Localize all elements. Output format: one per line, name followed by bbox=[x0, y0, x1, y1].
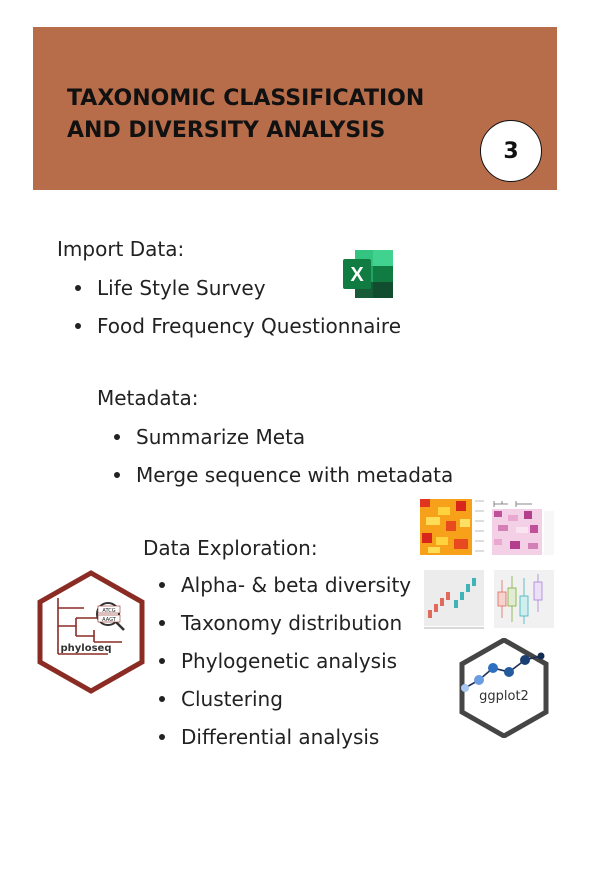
boxplot-thumbnail bbox=[488, 566, 556, 634]
svg-text:phyloseq: phyloseq bbox=[61, 643, 112, 654]
list-item: Taxonomy distribution bbox=[159, 611, 411, 649]
ggplot2-logo: ggplot2 bbox=[459, 637, 549, 739]
data-exploration-list: Alpha- & beta diversity Taxonomy distrib… bbox=[159, 573, 411, 763]
list-item: Alpha- & beta diversity bbox=[159, 573, 411, 611]
data-exploration-heading: Data Exploration: bbox=[143, 536, 318, 560]
svg-text:X: X bbox=[350, 264, 364, 286]
pink-heatmap-thumbnail bbox=[488, 497, 556, 559]
excel-icon: X bbox=[343, 250, 395, 298]
svg-text:ATCG: ATCG bbox=[102, 608, 115, 614]
svg-text:AAGT: AAGT bbox=[102, 617, 117, 623]
heatmap-thumbnail bbox=[418, 497, 486, 559]
list-item: Food Frequency Questionnaire bbox=[75, 314, 401, 352]
page-title: TAXONOMIC CLASSIFICATION AND DIVERSITY A… bbox=[67, 83, 424, 147]
import-data-list: Life Style Survey Food Frequency Questio… bbox=[75, 276, 401, 352]
step-number-badge: 3 bbox=[480, 120, 542, 182]
list-item: Phylogenetic analysis bbox=[159, 649, 411, 687]
svg-text:ggplot2: ggplot2 bbox=[479, 689, 529, 704]
metadata-heading: Metadata: bbox=[97, 386, 199, 410]
title-line-1: TAXONOMIC CLASSIFICATION bbox=[67, 86, 425, 111]
metadata-list: Summarize Meta Merge sequence with metad… bbox=[114, 425, 453, 501]
list-item: Summarize Meta bbox=[114, 425, 453, 463]
title-banner: TAXONOMIC CLASSIFICATION AND DIVERSITY A… bbox=[33, 27, 557, 190]
scatter-boxplot-thumbnail bbox=[418, 566, 486, 634]
list-item: Clustering bbox=[159, 687, 411, 725]
list-item: Merge sequence with metadata bbox=[114, 463, 453, 501]
title-line-2: AND DIVERSITY ANALYSIS bbox=[67, 118, 386, 143]
list-item: Differential analysis bbox=[159, 725, 411, 763]
import-data-heading: Import Data: bbox=[57, 237, 185, 261]
phyloseq-logo: ATCG AAGT phyloseq bbox=[36, 570, 146, 694]
list-item: Life Style Survey bbox=[75, 276, 401, 314]
